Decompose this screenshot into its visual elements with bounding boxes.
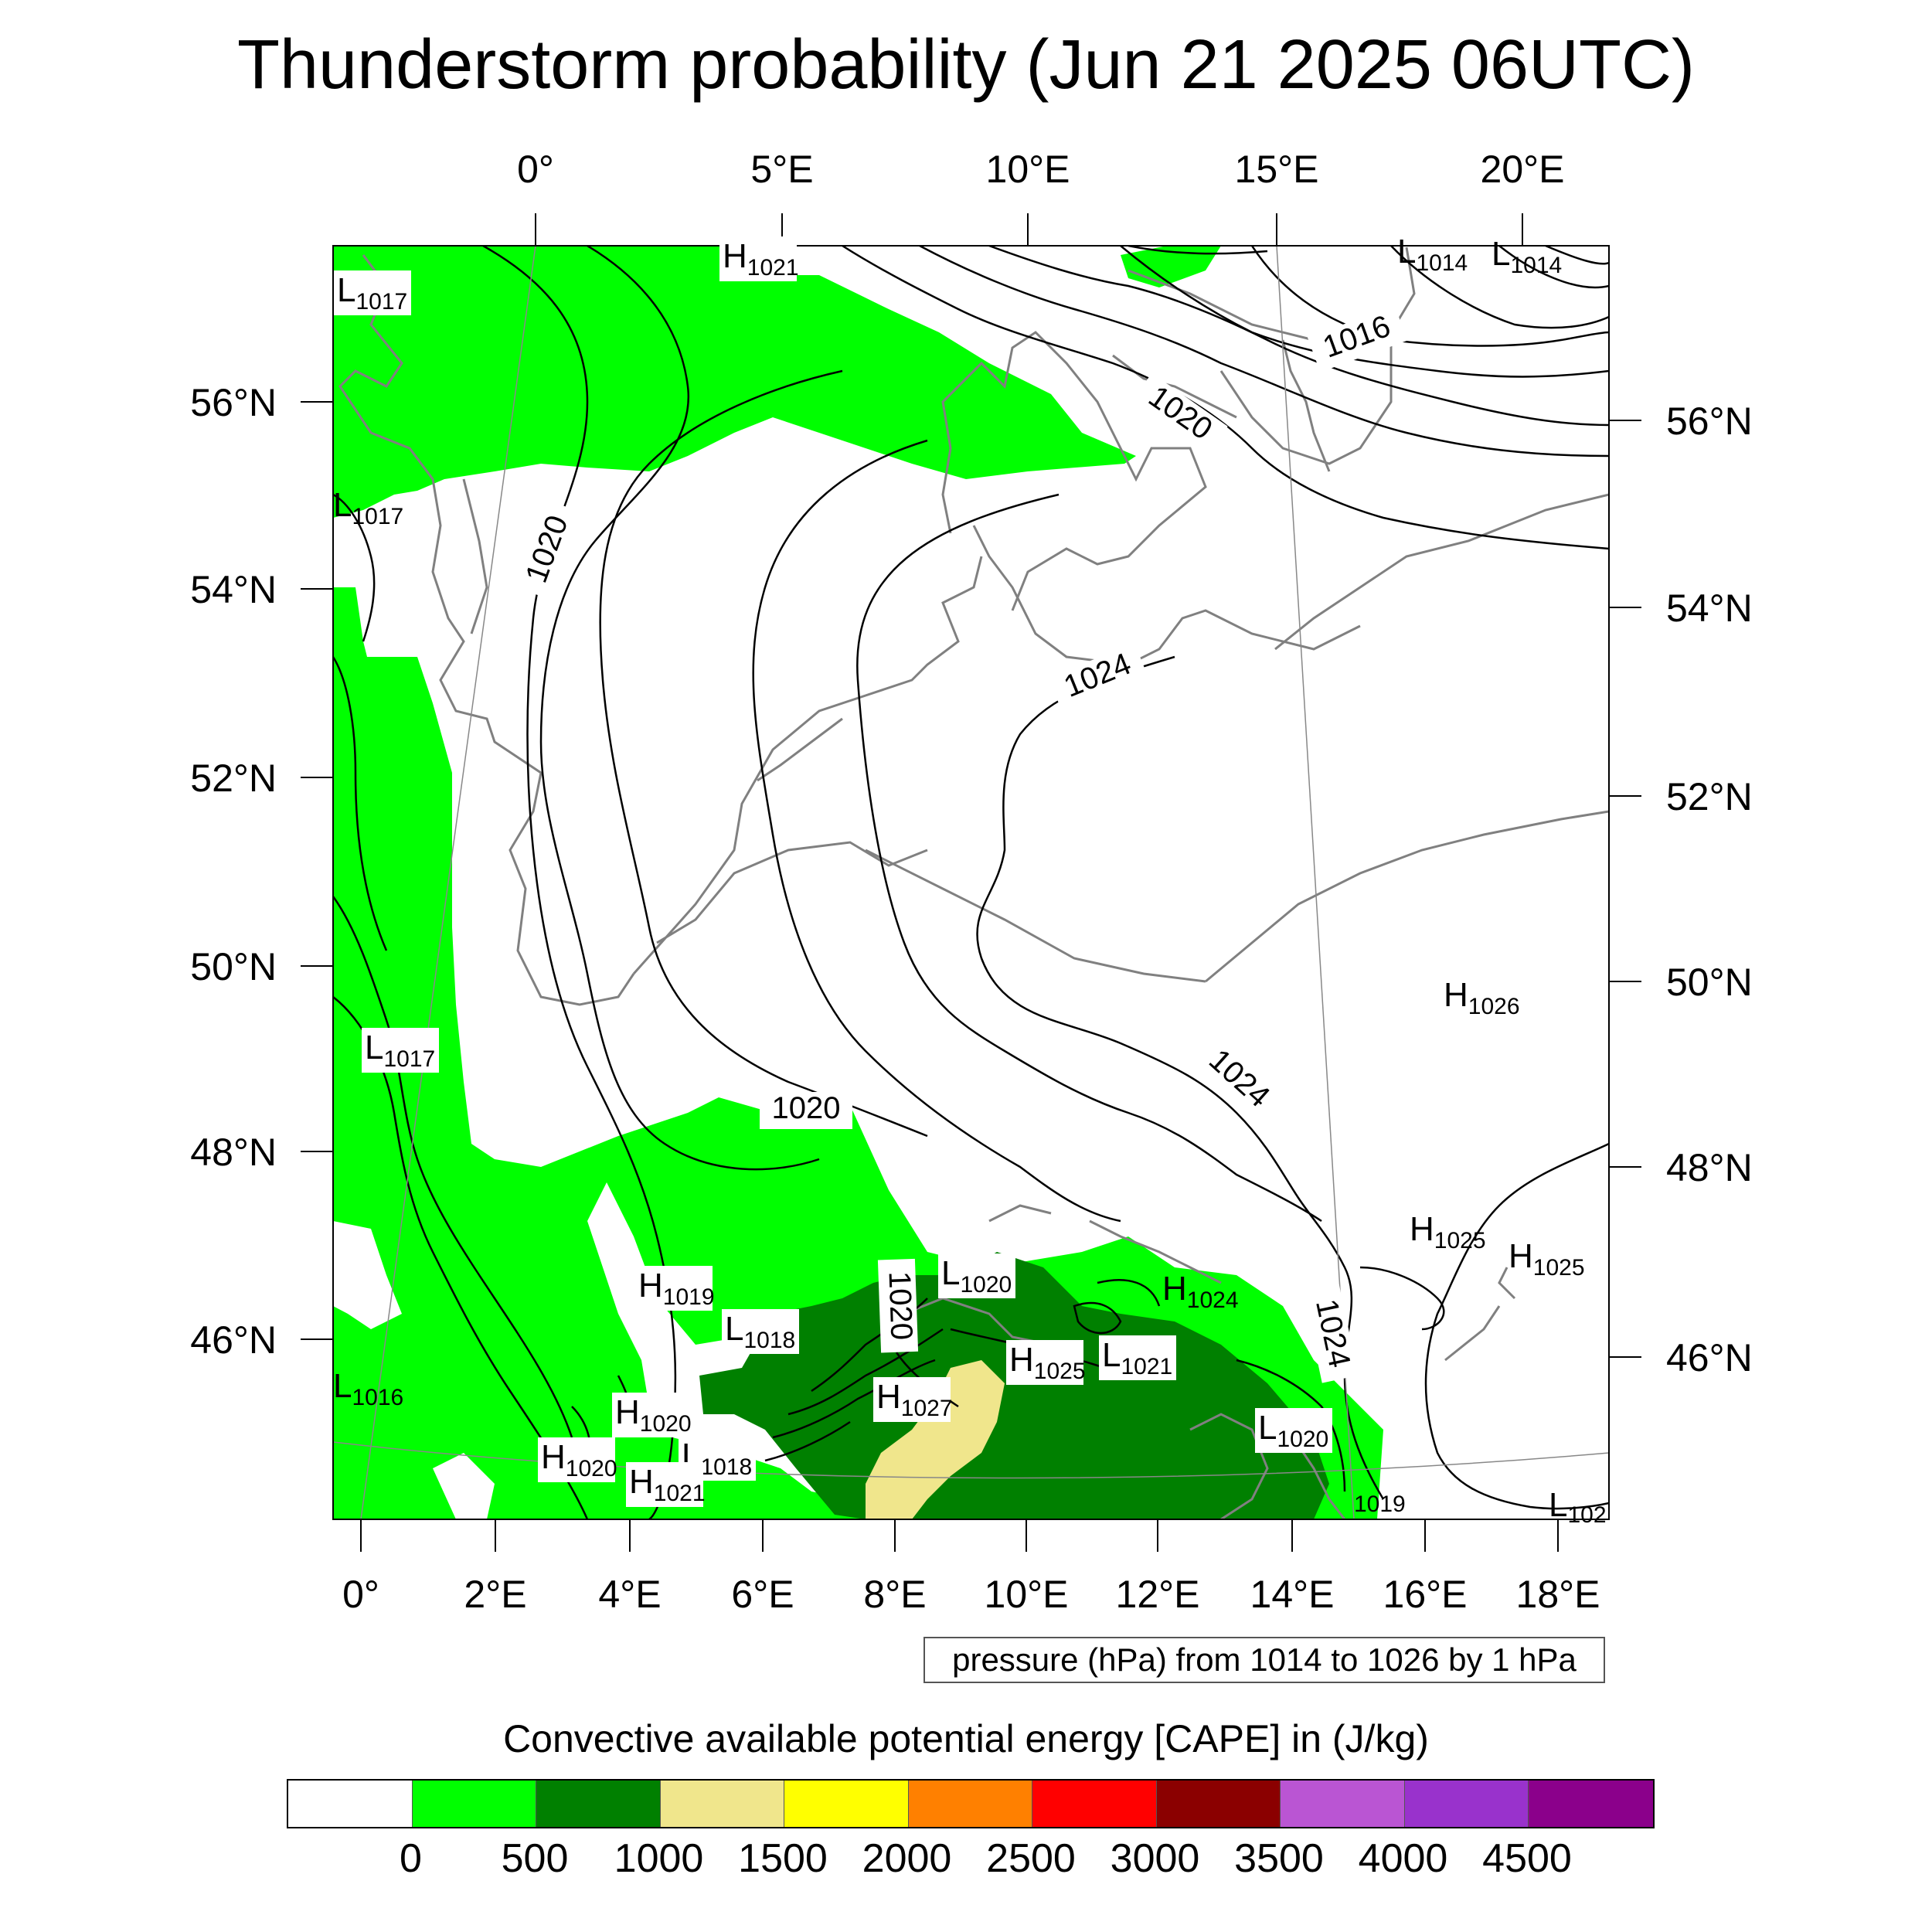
lon-label-top: 5°E xyxy=(750,148,813,191)
bottom-longitude-labels: 0° 2°E 4°E 6°E 8°E 10°E 12°E 14°E 16°E 1… xyxy=(342,1573,1600,1616)
colorbar-swatch xyxy=(412,1781,536,1827)
lat-label-right: 50°N xyxy=(1666,961,1753,1004)
lon-label-top: 0° xyxy=(517,148,554,191)
pressure-center-label: H1025 xyxy=(1509,1237,1585,1281)
lon-label-top: 10°E xyxy=(986,148,1070,191)
colorbar-swatch xyxy=(908,1781,1032,1827)
isobar-label: 1020 xyxy=(882,1270,918,1340)
colorbar-label: 500 xyxy=(501,1836,569,1881)
pressure-center-label: H1025 xyxy=(1009,1341,1086,1384)
lat-label-left: 52°N xyxy=(190,757,277,800)
tick-marks xyxy=(301,213,1641,1552)
lon-label-bottom: 18°E xyxy=(1516,1573,1600,1616)
colorbar-title: Convective available potential energy [C… xyxy=(503,1717,1429,1760)
colorbar-swatch xyxy=(1032,1781,1157,1827)
lat-label-right: 46°N xyxy=(1666,1336,1753,1379)
isobar-label: 1024 xyxy=(1309,1296,1357,1370)
pressure-center-label: H1021 xyxy=(723,237,799,281)
lon-label-bottom: 8°E xyxy=(863,1573,926,1616)
colorbar-label: 4500 xyxy=(1482,1836,1572,1881)
lon-label-bottom: 2°E xyxy=(464,1573,526,1616)
pressure-center-label: L1014 xyxy=(1492,235,1562,278)
lat-label-left: 54°N xyxy=(190,568,277,611)
lat-label-left: 56°N xyxy=(190,381,277,424)
isobar-label: 1020 xyxy=(772,1091,841,1125)
colorbar-label: 3500 xyxy=(1234,1836,1324,1881)
pressure-center-label: L1018 xyxy=(725,1310,795,1353)
right-latitude-labels: 56°N 54°N 52°N 50°N 48°N 46°N xyxy=(1666,400,1753,1379)
cape-colorbar xyxy=(287,1779,1655,1828)
map-frame xyxy=(332,245,1610,1520)
lat-label-right: 56°N xyxy=(1666,400,1753,443)
left-latitude-labels: 56°N 54°N 52°N 50°N 48°N 46°N xyxy=(190,381,277,1362)
pressure-center-label: L102 xyxy=(1549,1486,1607,1528)
pressure-center-label: H1027 xyxy=(876,1378,953,1421)
lat-label-left: 50°N xyxy=(190,945,277,988)
lat-label-left: 46°N xyxy=(190,1318,277,1362)
lat-label-right: 52°N xyxy=(1666,775,1753,818)
colorbar-swatch xyxy=(1529,1781,1653,1827)
pressure-center-label: L1020 xyxy=(941,1254,1012,1298)
pressure-interval-note: pressure (hPa) from 1014 to 1026 by 1 hP… xyxy=(923,1637,1605,1683)
pressure-center-label: H1026 xyxy=(1444,976,1520,1019)
lon-label-bottom: 14°E xyxy=(1250,1573,1335,1616)
pressure-center-label: L1016 xyxy=(333,1367,403,1410)
pressure-center-label: H1020 xyxy=(541,1438,617,1481)
map-title: Thunderstorm probability (Jun 21 2025 06… xyxy=(237,26,1695,104)
colorbar-swatch xyxy=(536,1781,661,1827)
pressure-center-label: L1017 xyxy=(365,1029,435,1072)
colorbar-swatch xyxy=(660,1781,784,1827)
lon-label-bottom: 10°E xyxy=(985,1573,1069,1616)
colorbar-label: 1500 xyxy=(738,1836,828,1881)
colorbar-label: 4000 xyxy=(1358,1836,1448,1881)
lon-label-bottom: 6°E xyxy=(731,1573,794,1616)
lon-label-bottom: 12°E xyxy=(1116,1573,1200,1616)
colorbar-label: 2500 xyxy=(986,1836,1076,1881)
colorbar-swatch xyxy=(1156,1781,1281,1827)
lat-label-left: 48°N xyxy=(190,1131,277,1174)
pressure-center-label: H1024 xyxy=(1162,1270,1239,1313)
pressure-center-label: L1014 xyxy=(1397,233,1468,276)
pressure-center-label: L1020 xyxy=(1258,1409,1328,1452)
pressure-center-label: L1017 xyxy=(333,486,403,529)
lon-label-bottom: 0° xyxy=(342,1573,379,1616)
colorbar-swatch xyxy=(1281,1781,1405,1827)
pressure-center-label: H1021 xyxy=(629,1463,706,1506)
colorbar-swatch xyxy=(1404,1781,1529,1827)
pressure-center-label: H1019 xyxy=(638,1267,715,1310)
lat-label-right: 54°N xyxy=(1666,587,1753,630)
isobars xyxy=(333,246,1609,1519)
pressure-center-label: L1017 xyxy=(337,271,407,315)
colorbar-label: 0 xyxy=(400,1836,422,1881)
colorbar-label: 1000 xyxy=(614,1836,704,1881)
cape-fill-1000-1500 xyxy=(866,1360,1005,1519)
colorbar-swatch xyxy=(288,1781,413,1827)
pressure-center-label: 1019 xyxy=(1354,1492,1406,1517)
colorbar-label: 3000 xyxy=(1110,1836,1200,1881)
cape-fill-500-1000 xyxy=(699,1252,1329,1519)
lon-label-top: 20°E xyxy=(1481,148,1565,191)
pressure-centers: H1021 L1014 L1014 L1017 L1017 L1017 H102… xyxy=(333,233,1607,1528)
pressure-center-label: H1020 xyxy=(615,1393,692,1437)
pressure-center-label: L1021 xyxy=(1102,1336,1172,1379)
lon-label-bottom: 4°E xyxy=(598,1573,661,1616)
lon-label-top: 15°E xyxy=(1235,148,1319,191)
pressure-center-label: H1025 xyxy=(1410,1210,1486,1253)
colorbar-label: 2000 xyxy=(862,1836,952,1881)
lat-label-right: 48°N xyxy=(1666,1146,1753,1189)
top-longitude-labels: 0° 5°E 10°E 15°E 20°E xyxy=(517,148,1564,191)
lon-label-bottom: 16°E xyxy=(1383,1573,1468,1616)
colorbar-swatch xyxy=(784,1781,909,1827)
